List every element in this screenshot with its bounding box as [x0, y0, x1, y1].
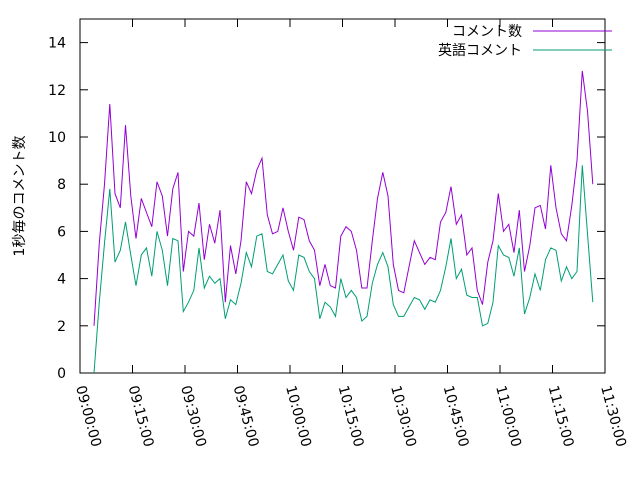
y-tick-label: 6	[57, 224, 66, 240]
y-tick-label: 0	[57, 366, 66, 382]
x-tick-label: 09:30:00	[177, 384, 209, 449]
x-tick-label: 10:30:00	[387, 384, 419, 449]
x-tick-label: 10:00:00	[282, 384, 314, 449]
y-tick-label: 14	[48, 36, 66, 52]
y-tick-label: 8	[57, 177, 66, 193]
legend-label: 英語コメント	[438, 42, 522, 59]
y-tick-label: 12	[48, 83, 66, 99]
x-tick-label: 11:00:00	[492, 384, 524, 449]
x-tick-label: 09:45:00	[230, 384, 262, 449]
x-tick-label: 09:00:00	[72, 384, 104, 449]
y-axis-label: 1秒毎のコメント数	[12, 136, 28, 257]
x-tick-label: 10:45:00	[440, 384, 472, 449]
x-tick-label: 09:15:00	[125, 384, 157, 449]
x-tick-label: 10:15:00	[335, 384, 367, 449]
x-tick-label: 11:15:00	[545, 384, 577, 449]
y-tick-label: 10	[48, 130, 66, 146]
y-tick-label: 2	[57, 319, 66, 335]
plot-frame	[79, 18, 606, 374]
legend-label: コメント数	[452, 24, 522, 40]
data-line	[93, 165, 594, 374]
data-line	[93, 70, 594, 326]
x-tick-label: 11:30:00	[597, 384, 629, 449]
y-tick-label: 4	[57, 272, 66, 288]
